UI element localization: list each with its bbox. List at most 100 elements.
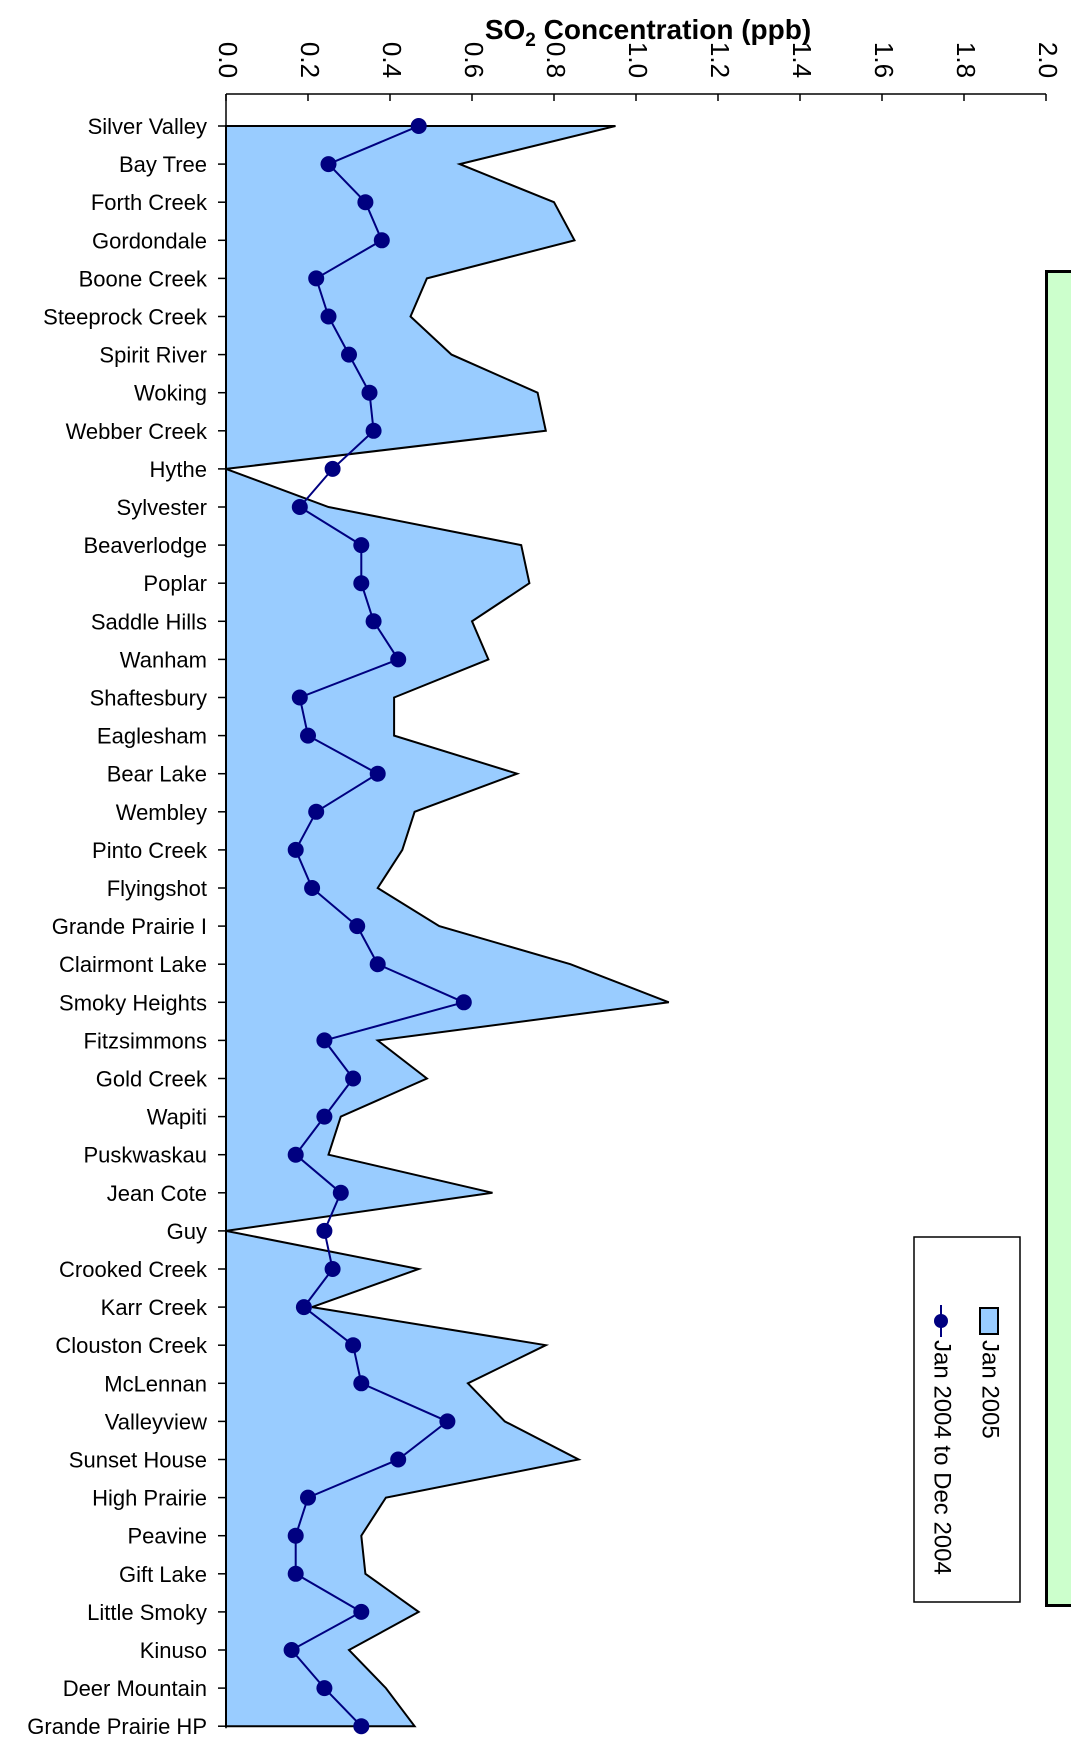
annual-average-point — [316, 1680, 333, 1697]
value-tick-label: 0.8 — [541, 42, 571, 78]
value-tick-label: 0.6 — [459, 42, 489, 78]
category-label: Karr Creek — [101, 1295, 208, 1320]
annual-average-point — [287, 841, 304, 858]
annual-average-point — [308, 270, 325, 287]
annual-average-point — [341, 346, 357, 363]
annual-average-point — [345, 1337, 362, 1354]
category-label: Wembley — [116, 800, 207, 825]
annual-average-point — [316, 1032, 333, 1049]
value-tick-label: 2.0 — [1033, 42, 1063, 78]
legend-label-annual: Jan 2004 to Dec 2004 — [929, 1340, 956, 1575]
category-label: Puskwaskau — [83, 1143, 207, 1168]
annual-average-point — [369, 765, 386, 782]
category-label: Gold Creek — [96, 1067, 208, 1092]
annual-average-point — [316, 1222, 333, 1239]
plot-area — [225, 118, 670, 1735]
annual-average-point — [353, 1375, 370, 1392]
category-label: Grande Prairie I — [52, 914, 207, 939]
category-label: Hythe — [150, 457, 207, 482]
value-tick-label: 1.8 — [951, 42, 981, 78]
annual-average-point — [287, 1527, 304, 1544]
annual-average-point — [283, 1642, 300, 1658]
category-label: Spirit River — [99, 343, 207, 368]
annual-average-point — [361, 384, 378, 401]
annual-average-point — [324, 460, 341, 477]
annual-average-point — [357, 194, 374, 211]
legend-area-swatch — [979, 1307, 999, 1335]
chart-title: SO2 Concentration (ppb) — [485, 14, 811, 51]
annual-average-point — [324, 1261, 341, 1277]
annual-average-point — [295, 1299, 312, 1316]
category-label: Silver Valley — [88, 114, 207, 139]
annual-average-point — [345, 1070, 362, 1087]
category-label: Valleyview — [105, 1409, 207, 1434]
category-label: Woking — [134, 381, 207, 406]
annual-average-point — [353, 1603, 370, 1620]
note-panel — [1045, 270, 1071, 1607]
annual-average-point — [308, 803, 325, 820]
category-label: Deer Mountain — [63, 1676, 207, 1701]
category-label: Fitzsimmons — [84, 1028, 207, 1053]
annual-average-point — [320, 308, 337, 325]
annual-average-point — [365, 613, 382, 630]
category-label: Poplar — [143, 571, 207, 596]
category-label: Grande Prairie HP — [27, 1714, 207, 1739]
category-label: Pinto Creek — [92, 838, 208, 863]
value-tick-label: 0.0 — [213, 42, 243, 78]
annual-average-point — [287, 1565, 304, 1582]
category-label: Kinuso — [140, 1638, 207, 1663]
category-label: Peavine — [127, 1524, 207, 1549]
annual-average-point — [291, 689, 308, 706]
annual-average-point — [365, 422, 382, 439]
annual-average-point — [291, 499, 308, 515]
annual-average-point — [353, 575, 370, 592]
legend: Jan 2005 Jan 2004 to Dec 2004 — [913, 1236, 1021, 1603]
category-label: Sylvester — [117, 495, 207, 520]
annual-average-point — [349, 918, 366, 935]
annual-average-point — [390, 651, 407, 668]
category-label: Little Smoky — [87, 1600, 207, 1625]
value-tick-label: 0.2 — [295, 42, 325, 78]
category-label: Jean Cote — [107, 1181, 207, 1206]
category-label: Crooked Creek — [59, 1257, 208, 1282]
category-label: Bear Lake — [107, 762, 207, 787]
category-label: McLennan — [104, 1371, 207, 1396]
annual-average-point — [300, 1489, 316, 1506]
annual-average-point — [353, 537, 370, 554]
value-tick-label: 0.4 — [377, 42, 407, 78]
category-label: Flyingshot — [107, 876, 207, 901]
category-label: Forth Creek — [91, 190, 208, 215]
category-label: Gift Lake — [119, 1562, 207, 1587]
jan-2005-area — [225, 125, 670, 1728]
category-label: Shaftesbury — [90, 686, 207, 711]
annual-average-point — [455, 994, 472, 1011]
category-label: Saddle Hills — [91, 609, 207, 634]
annual-average-point — [320, 156, 337, 173]
annual-average-point — [373, 232, 390, 249]
category-label: Smoky Heights — [59, 990, 207, 1015]
category-label: Eaglesham — [97, 724, 207, 749]
axes: 0.0 0.2 0.4 0.6 0.8 1.0 1.2 1.4 1.6 1.8 2.0 Silver … — [27, 42, 1063, 1739]
annual-average-point — [304, 880, 321, 896]
legend-marker-swatch — [934, 1314, 948, 1328]
annual-average-point — [316, 1108, 333, 1125]
annual-average-point — [300, 727, 316, 744]
annual-average-point — [369, 956, 386, 973]
annual-average-point — [390, 1451, 407, 1468]
annual-average-point — [287, 1146, 304, 1163]
category-label: Sunset House — [69, 1448, 207, 1473]
category-label: Wapiti — [147, 1105, 207, 1130]
category-label: Guy — [167, 1219, 207, 1244]
annual-average-point — [439, 1413, 456, 1430]
annual-average-point — [410, 118, 427, 134]
category-label: Wanham — [120, 647, 207, 672]
category-label: Bay Tree — [119, 152, 207, 177]
category-label: Beaverlodge — [83, 533, 207, 558]
value-tick-label: 1.0 — [623, 42, 653, 78]
category-label: High Prairie — [92, 1486, 207, 1511]
legend-box — [913, 1236, 1021, 1603]
legend-label-jan-2005: Jan 2005 — [977, 1340, 1004, 1439]
category-label: Clairmont Lake — [59, 952, 207, 977]
annual-average-point — [353, 1718, 370, 1735]
